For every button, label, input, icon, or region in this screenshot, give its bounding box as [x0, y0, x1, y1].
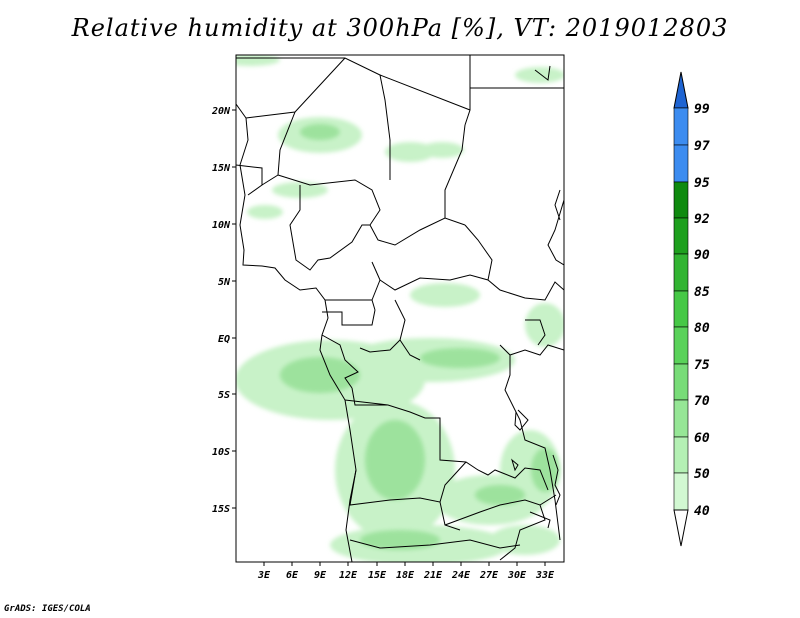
lon-label-9e: 9E: [314, 570, 327, 581]
colorbar-swatch-97: [673, 144, 689, 183]
grads-credit: GrADS: IGES/COLA: [4, 604, 91, 614]
lon-label-15e: 15E: [368, 570, 387, 581]
lon-label-18e: 18E: [396, 570, 415, 581]
chart-title: Relative humidity at 300hPa [%], VT: 201…: [71, 14, 729, 42]
lon-label-6e: 6E: [286, 570, 299, 581]
colorbar-swatch-50: [673, 472, 689, 511]
colorbar-label-60: 60: [694, 431, 710, 446]
lat-label-10n: 10N: [212, 220, 231, 231]
colorbar-label-85: 85: [694, 285, 710, 300]
colorbar-swatch-99: [673, 107, 689, 146]
colorbar-label-75: 75: [694, 358, 710, 373]
colorbar-swatch-75: [673, 363, 689, 401]
colorbar-label-50: 50: [694, 467, 710, 482]
colorbar-label-95: 95: [694, 176, 710, 191]
colorbar-swatch-80: [673, 326, 689, 365]
latitude-axis: 20N 15N 10N 5N EQ 5S 10S 15S: [211, 106, 236, 515]
map-frame: [235, 54, 565, 563]
colorbar-swatch-70: [673, 399, 689, 438]
lon-label-24e: 24E: [451, 570, 471, 581]
colorbar-label-80: 80: [694, 321, 710, 336]
colorbar-label-70: 70: [694, 394, 710, 409]
lon-label-3e: 3E: [257, 570, 271, 581]
colorbar-swatch-60: [673, 436, 689, 474]
colorbar-label-40: 40: [694, 504, 710, 519]
lat-label-20n: 20N: [211, 106, 231, 117]
colorbar-swatch-95: [673, 181, 689, 219]
colorbar-bottom-arrow: [673, 509, 689, 547]
colorbar-label-92: 92: [694, 212, 710, 227]
colorbar-label-90: 90: [694, 248, 710, 263]
colorbar-swatch-92: [673, 217, 689, 255]
lat-label-5n: 5N: [218, 277, 231, 288]
humidity-shading: [236, 55, 564, 562]
lat-label-eq: EQ: [218, 334, 230, 345]
lon-label-12e: 12E: [339, 570, 358, 581]
colorbar-label-99: 99: [694, 102, 710, 117]
lat-label-10s: 10S: [212, 447, 230, 458]
colorbar-swatch-85: [673, 290, 689, 328]
country-borders: [236, 55, 564, 562]
lon-label-30e: 30E: [507, 570, 527, 581]
lat-label-15n: 15N: [212, 163, 231, 174]
colorbar-top-arrow: [673, 71, 689, 109]
lon-label-27e: 27E: [479, 570, 499, 581]
colorbar: 99 97 95 92 90 85 80 75 70 60 50 40: [673, 71, 710, 547]
longitude-axis: 3E 6E 9E 12E 15E 18E 21E 24E 27E 30E 33E: [257, 562, 555, 581]
lon-label-33e: 33E: [535, 570, 555, 581]
lat-label-5s: 5S: [218, 390, 230, 401]
lat-label-15s: 15S: [212, 504, 230, 515]
colorbar-swatch-90: [673, 253, 689, 292]
lon-label-21e: 21E: [423, 570, 443, 581]
colorbar-label-97: 97: [694, 139, 710, 154]
